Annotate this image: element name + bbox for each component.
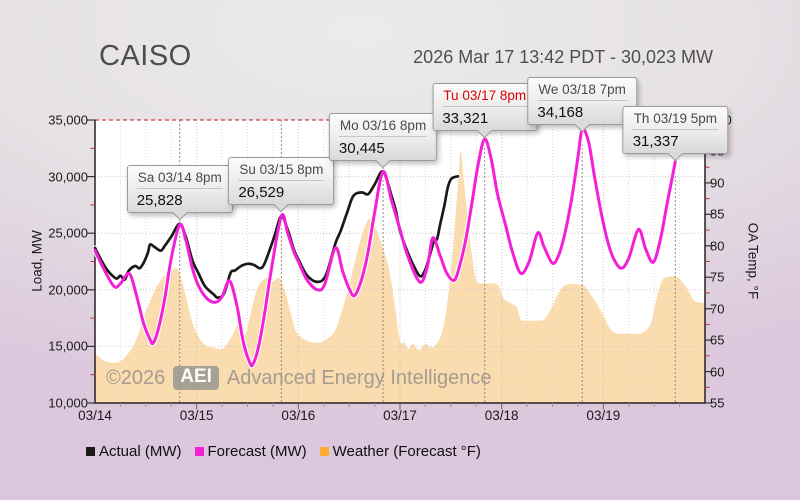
legend-label: Actual (MW) (99, 443, 182, 460)
peak-callout[interactable]: Sa 03/14 8pm 25,828 (126, 165, 233, 221)
page-title: CAISO (99, 40, 192, 72)
watermark: ©2026 AEI Advanced Energy Intelligence (106, 366, 492, 390)
callout-peak-value: 33,321 (442, 110, 489, 127)
right-axis-tick-label: 55 (710, 395, 725, 411)
watermark-copyright: ©2026 (106, 366, 166, 389)
right-axis-tick-label: 85 (710, 206, 725, 222)
right-axis-tick-label: 65 (710, 332, 725, 348)
left-axis-tick-label: 35,000 (48, 112, 88, 128)
x-axis-day-label: 03/15 (179, 408, 214, 423)
x-axis-day-label: 03/19 (586, 408, 621, 423)
left-axis-tick-label: 15,000 (48, 338, 88, 354)
x-axis-day-label: 03/14 (78, 408, 112, 423)
x-axis-day-label: 03/17 (383, 408, 417, 423)
left-axis-tick-label: 30,000 (48, 169, 88, 185)
right-axis-tick-label: 60 (710, 364, 725, 380)
x-axis-day-label: 03/16 (281, 408, 316, 423)
x-axis-day-label: 03/18 (484, 408, 519, 423)
left-axis-tick-label: 25,000 (48, 225, 88, 241)
left-axis-tick-label: 10,000 (48, 395, 88, 411)
legend-swatch-icon (319, 447, 329, 456)
right-axis-tick-label: 75 (710, 269, 725, 285)
aei-logo-badge: AEI (173, 366, 219, 390)
peak-callout[interactable]: Su 03/15 8pm 26,529 (228, 157, 335, 213)
peak-callout[interactable]: Mo 03/16 8pm 30,445 (328, 113, 438, 169)
left-axis-tick-label: 20,000 (48, 282, 88, 298)
right-axis-tick-label: 90 (710, 175, 725, 191)
legend-swatch-icon (86, 447, 95, 456)
legend-item-weather-forecast-f[interactable]: Weather (Forecast °F) (319, 443, 481, 460)
callout-title: Sa 03/14 8pm (136, 170, 223, 189)
peak-callout[interactable]: Tu 03/17 8pm 33,321 (432, 83, 538, 139)
callout-title: Th 03/19 5pm (632, 111, 718, 130)
legend-label: Forecast (MW) (207, 443, 307, 460)
peak-callout[interactable]: Th 03/19 5pm 31,337 (622, 106, 728, 162)
chart-legend: Actual (MW) Forecast (MW) Weather (Forecas… (86, 443, 481, 460)
legend-label: Weather (Forecast °F) (332, 443, 481, 460)
peak-callout[interactable]: We 03/18 7pm 34,168 (527, 77, 637, 133)
callout-title: We 03/18 7pm (537, 82, 627, 101)
right-axis-tick-label: 70 (710, 301, 725, 317)
legend-item-actual-mw[interactable]: Actual (MW) (86, 443, 182, 460)
legend-item-forecast-mw[interactable]: Forecast (MW) (194, 443, 307, 460)
right-axis-tick-label: 80 (710, 238, 725, 254)
legend-swatch-icon (194, 447, 204, 456)
callout-title: Tu 03/17 8pm (442, 88, 528, 107)
right-axis-title: OA Temp, °F (745, 222, 761, 300)
callout-title: Mo 03/16 8pm (338, 118, 428, 137)
callout-title: Su 03/15 8pm (238, 162, 325, 181)
watermark-company-name: Advanced Energy Intelligence (226, 366, 492, 389)
callout-peak-value: 34,168 (537, 104, 584, 121)
header-status-line: 2026 Mar 17 13:42 PDT - 30,023 MW (413, 47, 713, 67)
